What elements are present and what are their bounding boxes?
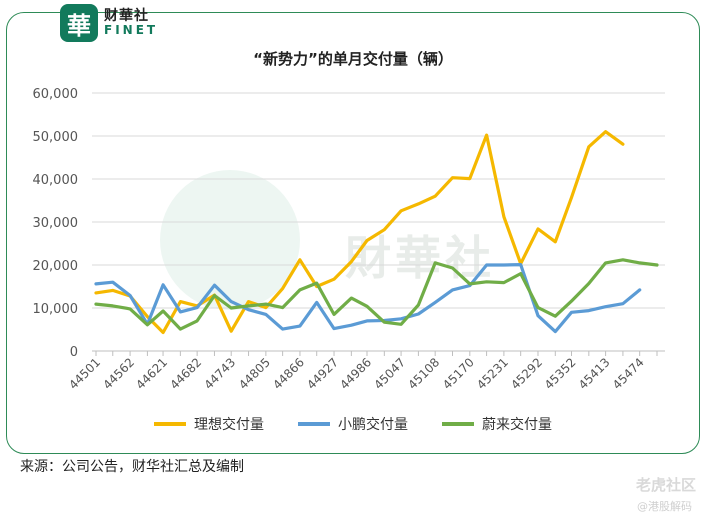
logo-name-cn: 财華社	[104, 8, 149, 25]
y-tick-label: 30,000	[33, 216, 79, 231]
logo-name-en: FINET	[104, 23, 159, 38]
legend-item-2: 小鹏交付量	[298, 414, 408, 434]
legend-item-3: 蔚来交付量	[442, 414, 552, 434]
y-tick-label: 10,000	[33, 302, 79, 317]
x-tick-label: 45474	[610, 355, 647, 392]
line-chart: 0 10,000 20,000 30,000 40,000 50,000 60,000 445…	[33, 87, 665, 392]
x-tick-label: 45352	[542, 355, 579, 392]
x-tick-label: 44805	[236, 355, 273, 392]
source-note: 来源：公司公告，财华社汇总及编制	[20, 459, 244, 475]
legend-item-1: 理想交付量	[154, 414, 264, 434]
chart-legend: 理想交付量 小鹏交付量 蔚来交付量	[0, 414, 706, 434]
y-tick-label: 20,000	[33, 259, 79, 274]
x-tick-label: 45413	[576, 355, 613, 392]
x-tick-label: 44743	[201, 355, 238, 392]
legend-label: 小鹏交付量	[338, 417, 408, 433]
x-tick-label: 44682	[167, 355, 204, 392]
finet-logo: 華 财華社 FINET	[60, 3, 158, 43]
x-tick-label: 45292	[508, 355, 545, 392]
legend-swatch	[442, 422, 474, 426]
corner-brand: 老虎社区	[635, 476, 696, 494]
series-line-2	[94, 263, 642, 334]
legend-swatch	[298, 422, 330, 426]
x-tick-label: 44501	[66, 355, 103, 392]
series-line-3	[94, 258, 659, 331]
x-tick-label: 45108	[405, 355, 442, 392]
corner-sub: @港股解码	[637, 500, 692, 513]
legend-swatch	[154, 422, 186, 426]
chart-frame	[6, 12, 700, 454]
finet-logo-icon: 華	[60, 4, 98, 42]
finet-logo-text: 财華社 FINET	[104, 9, 158, 36]
y-tick-label: 40,000	[33, 173, 79, 188]
series-line-1	[94, 130, 625, 335]
y-tick-label: 50,000	[33, 130, 79, 145]
x-tick-label: 44927	[304, 355, 341, 392]
x-tick-label: 44621	[133, 355, 170, 392]
x-tick-label: 44986	[337, 355, 374, 392]
watermark-seal	[160, 170, 300, 310]
legend-label: 蔚来交付量	[482, 417, 552, 433]
x-tick-label: 44866	[270, 355, 307, 392]
y-tick-label: 60,000	[33, 87, 79, 102]
x-tick-label: 45231	[474, 355, 511, 392]
x-tick-label: 44562	[100, 355, 137, 392]
chart-title: “新势力”的单月交付量（辆）	[253, 50, 453, 68]
x-tick-label: 45047	[371, 355, 408, 392]
x-tick-label: 45170	[440, 355, 477, 392]
legend-label: 理想交付量	[194, 417, 264, 433]
y-tick-label: 0	[70, 345, 78, 360]
